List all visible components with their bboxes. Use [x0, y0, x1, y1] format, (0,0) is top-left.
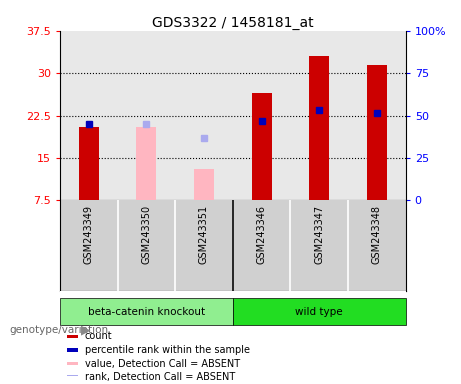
Text: count: count — [85, 331, 112, 341]
Title: GDS3322 / 1458181_at: GDS3322 / 1458181_at — [152, 16, 313, 30]
Bar — [79, 127, 99, 200]
Text: ▶: ▶ — [81, 324, 90, 337]
FancyBboxPatch shape — [60, 298, 233, 325]
Bar — [136, 127, 156, 200]
Text: value, Detection Call = ABSENT: value, Detection Call = ABSENT — [85, 359, 240, 369]
Text: GSM243349: GSM243349 — [84, 205, 94, 264]
Text: genotype/variation: genotype/variation — [9, 325, 108, 335]
Bar — [67, 362, 78, 366]
Text: GSM243350: GSM243350 — [142, 205, 151, 264]
Bar — [252, 93, 272, 200]
Text: rank, Detection Call = ABSENT: rank, Detection Call = ABSENT — [85, 372, 235, 382]
Text: percentile rank within the sample: percentile rank within the sample — [85, 345, 250, 355]
Bar — [67, 375, 78, 379]
Bar — [67, 334, 78, 338]
Text: wild type: wild type — [296, 307, 343, 317]
Bar — [67, 348, 78, 352]
FancyBboxPatch shape — [233, 298, 406, 325]
Bar — [309, 56, 329, 200]
Bar — [367, 65, 387, 200]
Bar — [194, 169, 214, 200]
Text: GSM243347: GSM243347 — [314, 205, 324, 264]
Text: GSM243346: GSM243346 — [257, 205, 266, 264]
Text: GSM243348: GSM243348 — [372, 205, 382, 264]
Text: beta-catenin knockout: beta-catenin knockout — [88, 307, 205, 317]
Text: GSM243351: GSM243351 — [199, 205, 209, 264]
